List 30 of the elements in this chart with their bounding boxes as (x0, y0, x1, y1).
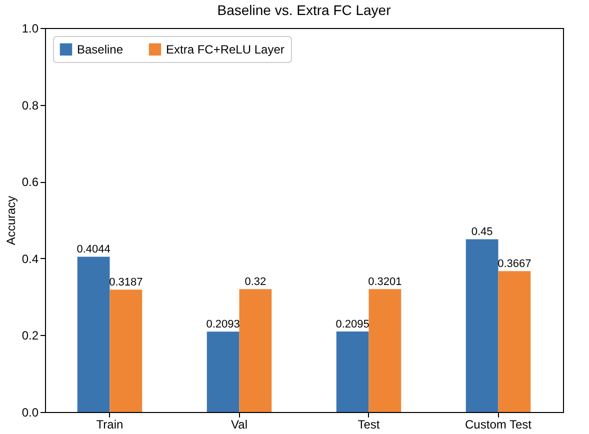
y-axis-title: Accuracy (4, 196, 18, 246)
y-tick-label: 0.0 (22, 406, 39, 420)
y-tick-label: 0.4 (22, 252, 39, 266)
data-label: 0.4044 (76, 244, 110, 256)
data-label: 0.45 (471, 226, 493, 238)
y-tick-label: 0.8 (22, 98, 39, 112)
bar (498, 271, 531, 412)
bar (206, 332, 240, 412)
bar (239, 289, 272, 412)
data-label: 0.3187 (109, 276, 143, 289)
chart-title: Baseline vs. Extra FC Layer (217, 2, 392, 18)
data-label: 0.2093 (206, 318, 240, 331)
bar (466, 239, 498, 412)
data-label: 0.3667 (498, 258, 532, 270)
x-tick-label: Test (358, 418, 380, 432)
y-tick-label: 0.6 (22, 175, 39, 190)
y-tick-label: 1.0 (22, 22, 39, 36)
bar (368, 289, 402, 412)
x-tick-label: Val (231, 418, 248, 432)
data-label: 0.32 (244, 276, 266, 288)
bar (110, 290, 142, 412)
data-label: 0.3201 (368, 276, 402, 288)
legend-label: Baseline (77, 42, 124, 56)
bar (336, 332, 369, 412)
bar (77, 256, 110, 412)
y-tick-label: 0.2 (22, 328, 39, 343)
legend-label: Extra FC+ReLU Layer (166, 42, 284, 56)
x-tick-label: Custom Test (465, 418, 532, 432)
x-tick-label: Train (96, 418, 124, 432)
data-label: 0.2095 (336, 318, 370, 331)
